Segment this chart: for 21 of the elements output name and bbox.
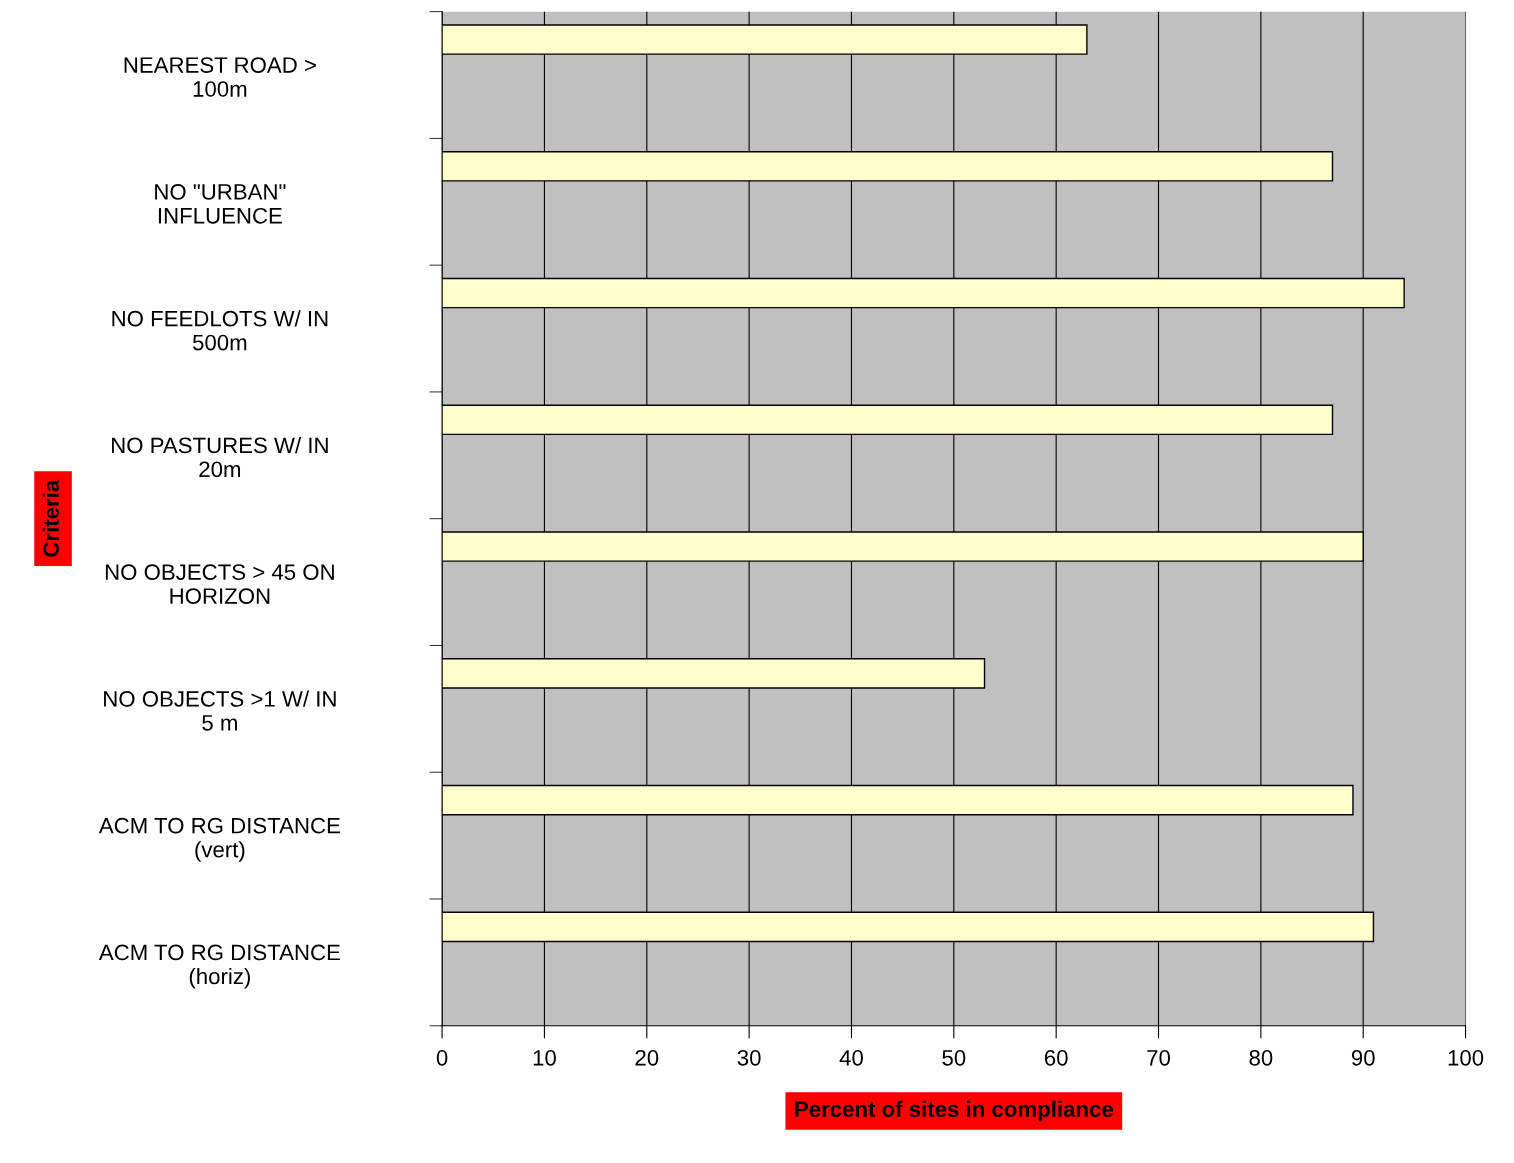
y-tick-label: NO "URBAN" INFLUENCE (155, 183, 286, 224)
y-tick-label: NEAREST ROAD > 100m (124, 57, 316, 97)
x-tick-label: 20 (635, 1049, 659, 1066)
y-tick-label: ACM TO RG DISTANCE (vert) (98, 817, 340, 862)
x-tick-label: 0 (436, 1049, 448, 1066)
x-tick-label: 40 (839, 1049, 863, 1066)
x-axis-title: Percent of sites in compliance (795, 1100, 1113, 1122)
y-axis-title: Criteria (42, 479, 60, 557)
y-tick-label: NO FEEDLOTS W/ IN 500m (112, 310, 328, 351)
x-tick-label: 30 (737, 1049, 761, 1066)
x-tick-label: 10 (533, 1049, 556, 1066)
y-tick-label: NO OBJECTS >1 W/ IN 5 m (104, 690, 336, 731)
x-tick-label: 100 (1448, 1049, 1484, 1066)
x-tick-label: 50 (942, 1049, 966, 1066)
y-tick-label: NO OBJECTS > 45 ON HORIZON (105, 564, 334, 604)
x-tick-label: 70 (1147, 1049, 1170, 1066)
y-tick-label: ACM TO RG DISTANCE (horiz) (98, 944, 340, 989)
x-tick-label: 60 (1044, 1049, 1068, 1066)
x-tick-label: 90 (1351, 1049, 1375, 1066)
x-tick-label: 80 (1249, 1049, 1273, 1066)
y-tick-label: NO PASTURES W/ IN 20m (112, 436, 328, 478)
